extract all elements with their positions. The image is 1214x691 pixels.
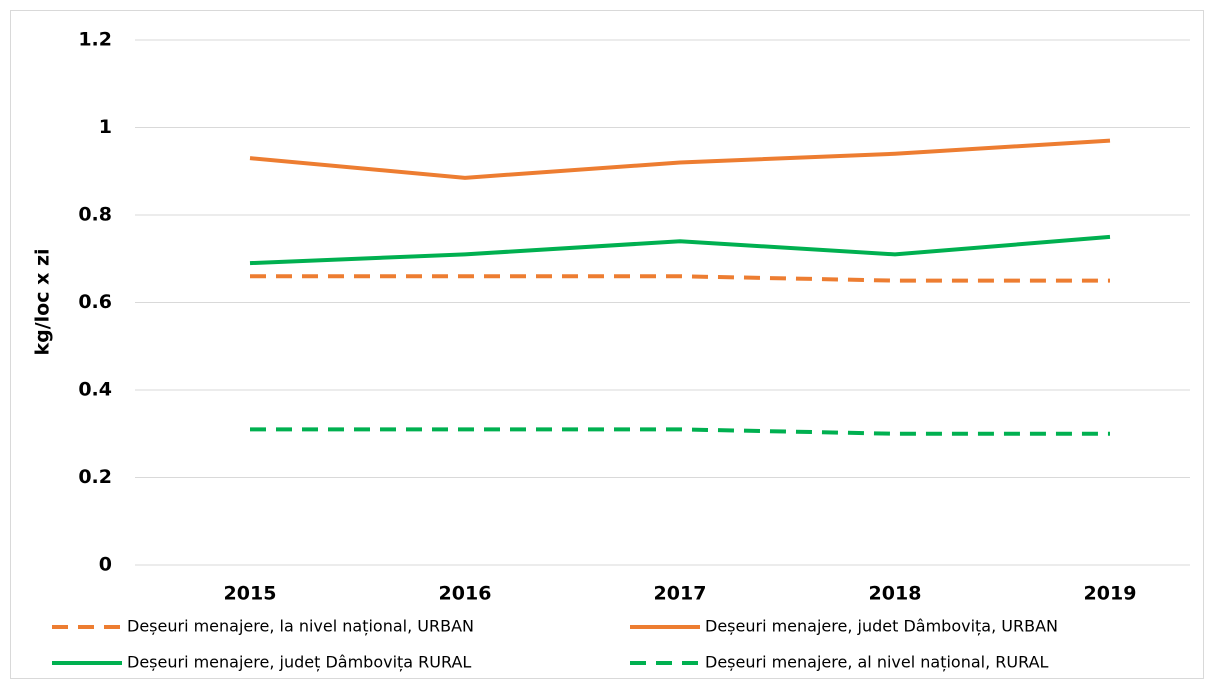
legend-label: Deșeuri menajere, al nivel național, RUR… <box>705 653 1049 672</box>
series-line <box>249 138 1111 180</box>
legend-label: Deșeuri menajere, județ Dâmbovița RURAL <box>127 653 471 672</box>
x-tick-label: 2017 <box>654 583 707 605</box>
series-line <box>249 234 1111 266</box>
chart-frame <box>10 10 1204 679</box>
y-tick-label: 0.2 <box>78 466 112 488</box>
legend-label: Deșeuri menajere, judet Dâmbovița, URBAN <box>705 617 1058 636</box>
y-tick-label: 0 <box>99 554 112 576</box>
x-tick-label: 2016 <box>439 583 492 605</box>
x-tick-label: 2015 <box>224 583 277 605</box>
y-tick-label: 1 <box>99 116 112 138</box>
y-tick-label: 0.6 <box>78 291 112 313</box>
x-tick-label: 2019 <box>1084 583 1137 605</box>
series-line <box>250 427 1110 436</box>
series-line <box>250 274 1110 283</box>
y-tick-label: 0.8 <box>78 204 112 226</box>
x-tick-label: 2018 <box>869 583 922 605</box>
y-axis-label: kg/loc x zi <box>32 248 54 355</box>
legend-label: Deșeuri menajere, la nivel național, URB… <box>127 617 474 636</box>
y-tick-label: 0.4 <box>78 379 112 401</box>
y-tick-label: 1.2 <box>78 29 112 51</box>
